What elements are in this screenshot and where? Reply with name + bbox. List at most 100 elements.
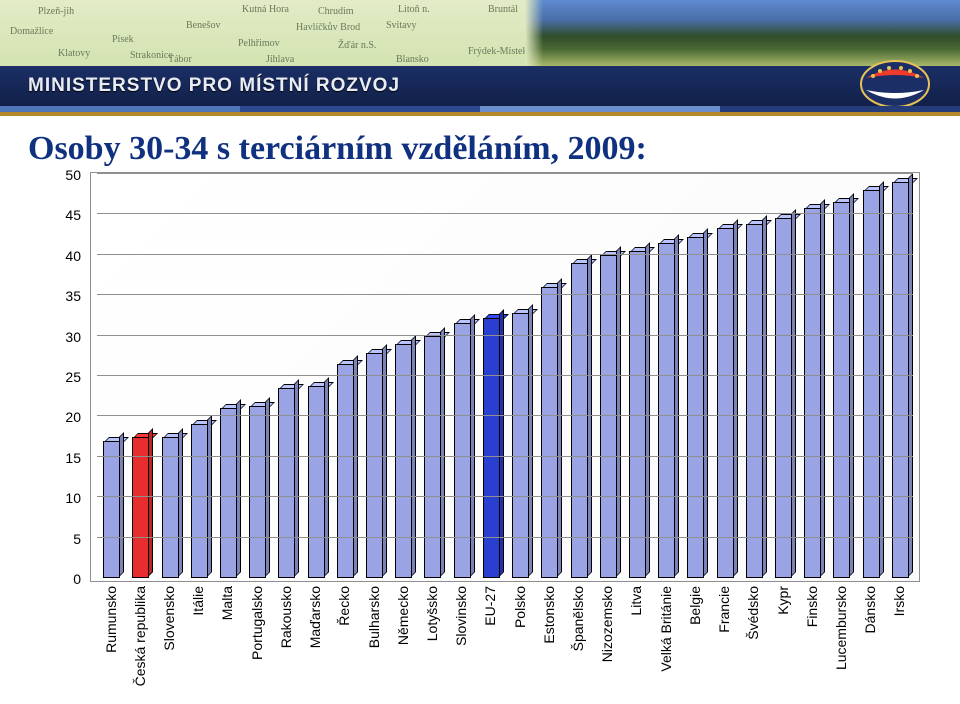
x-axis-tick-label: Belgie	[687, 586, 703, 625]
x-axis-labels: Rumunsko Česká republika Slovensko Itálie Ma…	[96, 586, 914, 696]
x-axis-tick-label: Lucembursko	[833, 586, 849, 670]
banner-photo	[525, 0, 960, 66]
bar	[600, 255, 617, 578]
bar	[103, 441, 120, 578]
plot-area	[97, 176, 913, 578]
bar	[658, 243, 675, 578]
x-axis-tick-label: Dánsko	[862, 586, 878, 633]
x-axis-tick-label: Lotyšsko	[424, 586, 440, 641]
map-town-label: Svitavy	[386, 20, 417, 31]
x-axis-tick-label: Rumunsko	[103, 586, 119, 653]
bar	[278, 388, 295, 578]
map-town-label: Strakonice	[130, 50, 173, 61]
bar	[512, 313, 529, 578]
x-axis-tick-label: Francie	[716, 586, 732, 633]
bar	[249, 406, 266, 578]
bar	[220, 408, 237, 578]
gridline	[97, 375, 913, 376]
bars-container	[97, 176, 913, 578]
gridline	[97, 415, 913, 416]
y-axis-tick-label: 30	[65, 329, 81, 345]
x-axis-tick-label: Německo	[395, 586, 411, 645]
x-axis-tick-label: Slovensko	[161, 586, 177, 651]
bar	[804, 208, 821, 578]
gridline	[97, 537, 913, 538]
y-axis-tick-label: 45	[65, 207, 81, 223]
x-axis-tick-label: Švédsko	[745, 586, 761, 640]
bar	[746, 224, 763, 578]
bar	[366, 353, 383, 578]
map-town-label: Kutná Hora	[242, 4, 289, 15]
x-axis-tick-label: Česká republika	[132, 586, 148, 686]
map-town-label: Bruntál	[488, 4, 518, 15]
x-axis-tick-label: Malta	[219, 586, 235, 620]
banner-darkbar: MINISTERSTVO PRO MÍSTNÍ ROZVOJ	[0, 66, 960, 106]
x-axis-tick-label: Velká Británie	[658, 586, 674, 672]
y-axis-tick-label: 40	[65, 248, 81, 264]
x-axis-tick-label: Řecko	[336, 586, 352, 626]
gridline	[97, 456, 913, 457]
slide-title: Osoby 30-34 s terciárním vzděláním, 2009…	[28, 130, 960, 168]
x-axis-tick-label: EU-27	[482, 586, 498, 626]
ministry-title: MINISTERSTVO PRO MÍSTNÍ ROZVOJ	[28, 75, 400, 97]
x-axis-tick-label: Portugalsko	[249, 586, 265, 660]
x-axis-tick-label: Polsko	[512, 586, 528, 628]
bar	[454, 323, 471, 578]
bar	[687, 237, 704, 578]
map-town-label: Klatovy	[58, 48, 90, 59]
x-axis-tick-label: Slovinsko	[453, 586, 469, 646]
gridline	[97, 335, 913, 336]
gridline	[97, 294, 913, 295]
map-town-label: Tábor	[168, 54, 192, 65]
y-axis-tick-label: 10	[65, 490, 81, 506]
x-axis-tick-label: Rakousko	[278, 586, 294, 648]
map-town-label: Pelhřimov	[238, 38, 280, 49]
banner-accent-line	[0, 112, 960, 116]
bar	[892, 182, 909, 578]
x-axis-tick-label: Finsko	[804, 586, 820, 627]
bar	[571, 263, 588, 578]
y-axis-tick-label: 5	[73, 531, 81, 547]
chart-frame	[90, 172, 920, 582]
gridline	[97, 213, 913, 214]
y-axis-tick-label: 25	[65, 369, 81, 385]
map-town-label: Litoň n.	[398, 4, 430, 15]
bar	[395, 344, 412, 578]
bar	[162, 437, 179, 578]
x-axis-tick-label: Bulharsko	[366, 586, 382, 648]
x-axis-tick-label: Estonsko	[541, 586, 557, 644]
x-axis-tick-label: Nizozemsko	[599, 586, 615, 662]
bar	[863, 190, 880, 578]
bar	[833, 202, 850, 578]
bar	[132, 437, 149, 578]
map-town-label: Domažlice	[10, 26, 53, 37]
map-town-label: Havlíčkův Brod	[296, 22, 360, 33]
y-axis-labels: 05101520253035404550	[55, 172, 85, 582]
x-axis-tick-label: Maďarsko	[307, 586, 323, 648]
x-axis-tick-label: Irsko	[891, 586, 907, 616]
y-axis-tick-label: 35	[65, 288, 81, 304]
bar	[717, 228, 734, 578]
map-town-label: Benešov	[186, 20, 220, 31]
map-town-label: Frýdek-Místek	[468, 46, 527, 57]
gridline	[97, 173, 913, 174]
bar	[483, 318, 500, 578]
y-axis-tick-label: 50	[65, 167, 81, 183]
map-town-label: Blansko	[396, 54, 429, 65]
banner: Domažlice Klatovy StrakoniceTábor Písek Plze…	[0, 0, 960, 116]
map-town-label: Jihlava	[266, 54, 294, 65]
gridline	[97, 496, 913, 497]
x-axis-tick-label: Itálie	[190, 586, 206, 616]
x-axis-tick-label: Kypr	[775, 586, 791, 615]
map-town-label: Plzeň-jih	[38, 6, 74, 17]
bar	[541, 287, 558, 578]
chart: 05101520253035404550 RumunskoČeská repub…	[55, 172, 935, 692]
x-axis-tick-label: Španělsko	[570, 586, 586, 651]
y-axis-tick-label: 15	[65, 450, 81, 466]
bar	[629, 251, 646, 578]
y-axis-tick-label: 0	[73, 571, 81, 587]
bar	[775, 218, 792, 578]
bar	[191, 424, 208, 578]
map-town-label: Písek	[112, 34, 134, 45]
map-town-label: Žďár n.S.	[338, 40, 376, 51]
